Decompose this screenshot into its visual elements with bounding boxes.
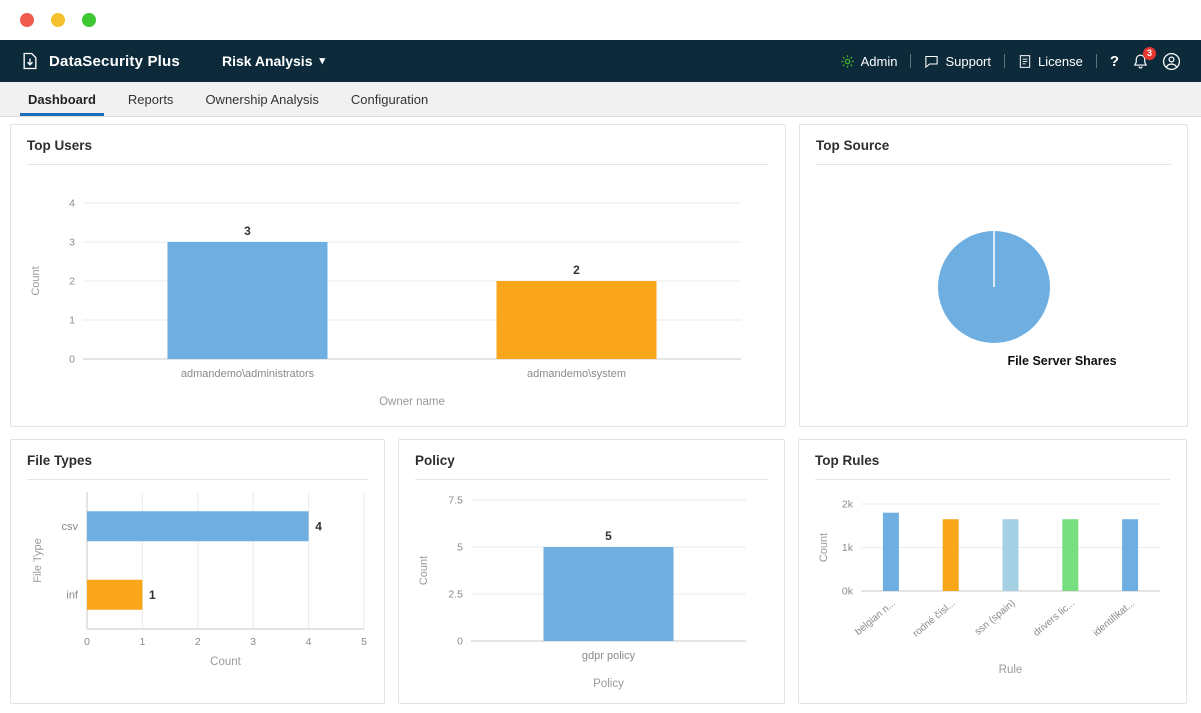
svg-text:File Server Shares: File Server Shares (1007, 354, 1116, 368)
svg-text:0: 0 (69, 354, 75, 366)
minimize-window-button[interactable] (51, 13, 65, 27)
svg-text:7.5: 7.5 (448, 495, 463, 507)
svg-text:0k: 0k (842, 586, 854, 598)
svg-text:4: 4 (306, 636, 312, 648)
card-divider (815, 479, 1170, 480)
svg-text:2: 2 (573, 263, 580, 277)
svg-text:3: 3 (250, 636, 256, 648)
svg-text:2k: 2k (842, 499, 854, 511)
policy-bar-chart: 0 2.5 5 7.5 5 gdpr policy Policy Count (418, 495, 746, 690)
svg-text:5: 5 (361, 636, 367, 648)
svg-text:5: 5 (605, 529, 612, 543)
close-window-button[interactable] (20, 13, 34, 27)
file-types-title: File Types (27, 453, 93, 468)
svg-text:1: 1 (139, 636, 145, 648)
svg-text:1: 1 (69, 315, 75, 327)
license-document-icon (1018, 54, 1032, 69)
tab-ownership-analysis[interactable]: Ownership Analysis (205, 91, 319, 107)
svg-text:0: 0 (84, 636, 90, 648)
svg-text:2: 2 (69, 276, 75, 288)
svg-text:4: 4 (69, 198, 75, 210)
svg-text:belgian n...: belgian n... (853, 598, 898, 638)
svg-text:3: 3 (69, 237, 75, 249)
svg-text:File Type: File Type (32, 538, 44, 582)
svg-text:2: 2 (195, 636, 201, 648)
top-source-title: Top Source (816, 138, 890, 153)
svg-text:1: 1 (149, 588, 156, 602)
top-rules-card: Top Rules 0k 1k 2k belgian n... rodné čísl..… (798, 439, 1187, 704)
svg-text:3: 3 (244, 224, 251, 238)
admin-label: Admin (860, 53, 898, 69)
admin-gear-icon (840, 54, 855, 69)
top-rules-title: Top Rules (815, 453, 880, 468)
chevron-down-icon: ▾ (319, 54, 326, 67)
module-label: Risk Analysis (221, 53, 313, 69)
svg-text:csv: csv (62, 521, 79, 533)
svg-text:Count: Count (30, 266, 42, 295)
datasecurity-logo-icon (20, 51, 40, 71)
svg-text:admandemo\administrators: admandemo\administrators (181, 368, 315, 380)
svg-text:identifikat...: identifikat... (1091, 598, 1137, 639)
top-source-card: Top Source File Server Shares (799, 124, 1188, 427)
card-divider (27, 164, 769, 165)
help-button[interactable]: ? (1109, 52, 1119, 70)
notification-count-badge: 3 (1142, 46, 1156, 60)
maximize-window-button[interactable] (82, 13, 96, 27)
svg-text:Owner name: Owner name (379, 396, 445, 408)
support-link[interactable]: Support (924, 54, 991, 69)
card-divider (27, 479, 368, 480)
app-title: DataSecurity Plus (49, 52, 180, 70)
license-link[interactable]: License (1018, 54, 1083, 69)
svg-text:1k: 1k (842, 542, 854, 554)
module-selector-dropdown[interactable]: Risk Analysis ▾ (222, 53, 325, 69)
svg-text:Policy: Policy (593, 678, 624, 690)
user-profile-button[interactable] (1162, 52, 1181, 71)
svg-text:drivers lic...: drivers lic... (1031, 598, 1077, 639)
app-logo[interactable]: DataSecurity Plus (20, 51, 180, 71)
file-types-card: File Types 0 1 2 3 4 5 4 csv 1 inf Count File Type (10, 439, 385, 704)
svg-text:Count: Count (210, 656, 241, 668)
top-users-title: Top Users (27, 138, 93, 153)
svg-text:Count: Count (818, 533, 830, 562)
svg-text:5: 5 (457, 542, 463, 554)
support-label: Support (945, 53, 992, 69)
svg-text:4: 4 (315, 519, 322, 533)
tab-reports[interactable]: Reports (127, 91, 174, 107)
admin-link[interactable]: Admin (840, 53, 898, 69)
tab-dashboard[interactable]: Dashboard (12, 82, 112, 116)
nav-separator (1004, 54, 1006, 68)
notifications-bell-button[interactable]: 3 (1132, 46, 1156, 70)
card-divider (816, 164, 1171, 165)
top-users-card: Top Users 0 1 2 3 4 3 admandemo\administrators… (10, 124, 786, 427)
top-source-pie-chart: File Server Shares (938, 231, 1117, 368)
svg-text:0: 0 (457, 636, 463, 648)
top-rules-bar-chart: 0k 1k 2k belgian n... rodné čísl... ssn (spai… (818, 499, 1160, 676)
svg-text:rodné čísl...: rodné čísl... (911, 598, 958, 640)
svg-text:admandemo\system: admandemo\system (527, 368, 626, 380)
window-titlebar (0, 0, 1201, 40)
top-users-bar-chart: 0 1 2 3 4 3 admandemo\administrators 2 admandemo… (30, 198, 741, 408)
nav-separator (1095, 54, 1097, 68)
tab-bar: Dashboard Reports Ownership Analysis Con… (0, 82, 1201, 117)
file-types-bar-chart: 0 1 2 3 4 5 4 csv 1 inf Count File Type (32, 492, 367, 668)
svg-text:Rule: Rule (999, 664, 1023, 676)
card-divider (415, 479, 768, 480)
svg-text:2.5: 2.5 (448, 589, 463, 601)
svg-text:Count: Count (418, 556, 430, 585)
top-navbar: DataSecurity Plus Risk Analysis ▾ Admin … (0, 40, 1201, 82)
policy-title: Policy (415, 453, 455, 468)
nav-separator (910, 54, 912, 68)
svg-text:gdpr policy: gdpr policy (582, 650, 636, 662)
svg-text:inf: inf (66, 589, 79, 601)
policy-card: Policy 0 2.5 5 7.5 5 gdpr policy Policy Count (398, 439, 785, 704)
chat-bubble-icon (924, 54, 939, 69)
dashboard-content: Top Users 0 1 2 3 4 3 admandemo\administrators… (0, 117, 1201, 704)
tab-configuration[interactable]: Configuration (350, 91, 429, 107)
license-label: License (1038, 53, 1083, 69)
svg-text:ssn (spain): ssn (spain) (973, 598, 1018, 638)
